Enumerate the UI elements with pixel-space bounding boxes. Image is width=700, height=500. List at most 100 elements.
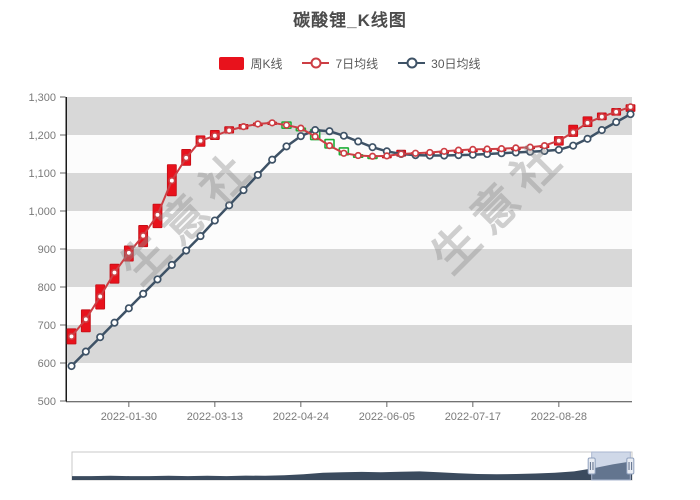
ma7-marker: [526, 143, 534, 151]
ma7-marker: [225, 126, 233, 135]
ma30-marker: [182, 246, 191, 255]
ma30-marker: [339, 131, 348, 140]
plot-band: [67, 249, 632, 287]
navigator-handle-right[interactable]: [626, 457, 635, 475]
ma7-marker: [67, 332, 76, 341]
ma30-line: [70, 112, 632, 368]
ma30-marker: [81, 347, 90, 356]
chart-title: 碳酸锂_K线图: [293, 11, 407, 30]
ma7-marker: [182, 154, 190, 162]
plot-band: [67, 363, 632, 401]
navigator-area-series: [72, 461, 632, 480]
navigator-selection[interactable]: [591, 451, 631, 481]
x-tick-label: 2022-06-05: [359, 411, 415, 423]
ma7-marker: [626, 103, 635, 111]
ma7-marker: [555, 137, 563, 145]
ma30-marker: [139, 289, 148, 298]
ma7-marker: [612, 108, 620, 116]
ma7-marker: [153, 211, 162, 219]
ma7-marker: [268, 119, 276, 127]
ma7-marker: [254, 120, 262, 128]
ma30-marker: [554, 145, 563, 154]
ma30-marker: [124, 304, 133, 313]
y-tick-label: 1,000: [28, 206, 56, 218]
ma7-marker: [583, 119, 592, 127]
ma7-marker: [569, 128, 577, 136]
y-tick-label: 700: [38, 320, 56, 332]
ma30-marker: [597, 126, 606, 135]
plot-band: [67, 325, 632, 363]
ma7-marker: [354, 151, 362, 160]
ma7-marker: [340, 149, 348, 157]
ma30-line-swatch-icon: [398, 57, 426, 69]
ma7-marker: [297, 124, 305, 132]
ma30-marker: [368, 143, 377, 152]
ma30-marker: [583, 134, 592, 143]
ma7-marker: [282, 121, 291, 129]
ma7-line: [70, 105, 632, 338]
ma7-marker: [196, 137, 205, 145]
ma7-marker: [454, 146, 463, 154]
ma7-marker: [239, 122, 248, 131]
x-tick-label: 2022-03-13: [187, 411, 243, 423]
ma7-marker: [110, 268, 119, 277]
y-tick-label: 1,100: [28, 168, 56, 180]
ma7-marker: [211, 132, 219, 140]
ma7-marker: [397, 150, 405, 158]
ma30-marker: [354, 137, 363, 146]
plot-band: [67, 287, 632, 325]
legend-item-ma7[interactable]: 7日均线: [302, 55, 378, 72]
y-tick-label: 800: [38, 282, 56, 294]
y-tick-label: 500: [38, 396, 56, 408]
ma30-marker: [210, 216, 219, 225]
ma30-marker: [96, 333, 105, 342]
ma30-marker: [167, 260, 176, 270]
legend: 周K线 7日均线 30日均线: [0, 52, 700, 74]
ma7-marker: [598, 113, 606, 121]
ma7-marker: [383, 152, 391, 160]
ma30-marker: [626, 110, 635, 119]
ma7-marker: [325, 141, 334, 150]
ma30-marker: [196, 232, 205, 241]
ma30-marker: [225, 201, 234, 210]
ma30-marker: [296, 132, 305, 141]
ma7-marker: [497, 145, 506, 153]
ma7-marker: [311, 132, 319, 141]
ma30-marker: [253, 170, 262, 179]
ma30-marker: [268, 155, 277, 164]
ma30-marker: [569, 141, 578, 150]
ma30-marker: [110, 318, 119, 327]
ma7-marker: [82, 315, 90, 323]
plot-band: [67, 211, 632, 249]
ma7-marker: [368, 152, 377, 160]
ma7-marker: [469, 145, 477, 154]
navigator-handle-left[interactable]: [587, 457, 596, 475]
ma7-marker: [440, 147, 448, 155]
legend-label-weekly-kline: 周K线: [250, 56, 283, 71]
y-tick-label: 900: [38, 244, 56, 256]
x-tick-label: 2022-07-17: [445, 411, 501, 423]
ma7-marker: [139, 232, 147, 240]
ma7-marker: [168, 176, 176, 185]
legend-item-weekly-kline[interactable]: 周K线: [219, 55, 282, 72]
y-tick-label: 1,300: [28, 92, 56, 104]
x-tick-label: 2022-08-28: [531, 411, 587, 423]
ma7-marker: [426, 148, 434, 157]
ma7-marker: [483, 145, 491, 153]
candlestick-swatch-icon: [219, 56, 245, 70]
ma30-marker: [325, 127, 334, 136]
y-tick-label: 600: [38, 358, 56, 370]
ma7-marker: [540, 141, 549, 150]
ma7-line-swatch-icon: [302, 57, 330, 69]
ma30-marker: [282, 142, 291, 151]
plot-band: [67, 97, 632, 135]
ma30-marker: [67, 361, 76, 371]
ma30-marker: [239, 186, 248, 195]
y-tick-label: 1,200: [28, 130, 56, 142]
legend-label-ma7: 7日均线: [335, 56, 379, 71]
legend-item-ma30[interactable]: 30日均线: [398, 55, 481, 72]
ma30-marker: [612, 118, 621, 127]
x-tick-label: 2022-04-24: [273, 411, 329, 423]
